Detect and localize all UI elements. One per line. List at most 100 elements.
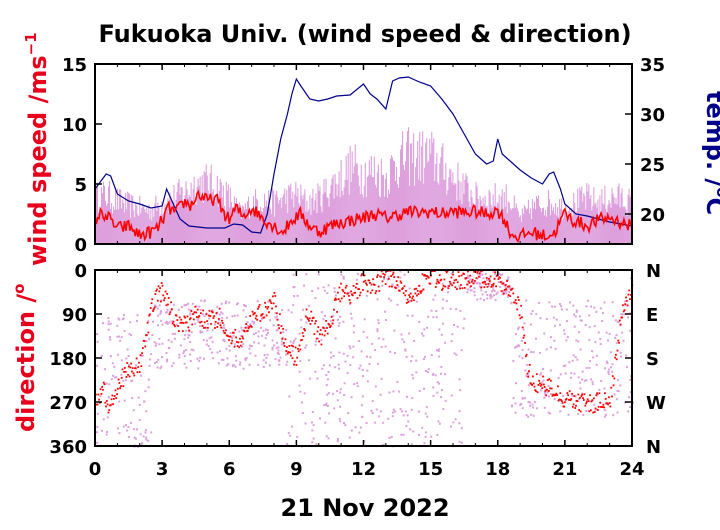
direction-mean-point	[311, 319, 313, 322]
direction-mean-point	[197, 316, 200, 319]
direction-raw-point	[102, 418, 105, 421]
direction-mean-point	[588, 410, 591, 413]
direction-raw-point	[241, 345, 244, 348]
direction-raw-point	[595, 310, 598, 313]
direction-mean-point	[326, 332, 329, 335]
direction-raw-point	[579, 381, 582, 384]
direction-mean-point	[156, 288, 158, 291]
direction-raw-point	[473, 281, 476, 284]
direction-mean-point	[460, 274, 463, 277]
direction-mean-point	[286, 352, 289, 355]
direction-raw-point	[311, 441, 314, 444]
direction-mean-point	[524, 355, 527, 358]
direction-raw-point	[411, 397, 414, 400]
direction-raw-point	[387, 417, 390, 420]
direction-mean-point	[494, 271, 497, 274]
direction-mean-point	[123, 370, 125, 373]
direction-raw-point	[287, 432, 290, 435]
direction-raw-point	[311, 429, 314, 432]
direction-raw-point	[593, 403, 596, 406]
direction-raw-point	[292, 273, 295, 276]
direction-raw-point	[107, 396, 110, 399]
direction-raw-point	[520, 339, 523, 342]
direction-raw-point	[337, 363, 340, 366]
direction-mean-point	[597, 405, 600, 408]
direction-mean-point	[362, 289, 364, 291]
direction-mean-point	[266, 307, 269, 310]
direction-mean-point	[415, 287, 418, 290]
direction-raw-point	[514, 333, 517, 336]
direction-mean-point	[611, 375, 614, 378]
direction-mean-point	[525, 353, 528, 356]
direction-raw-point	[597, 331, 600, 334]
direction-raw-point	[366, 380, 369, 383]
compass-tick-label: S	[646, 349, 659, 370]
direction-mean-point	[420, 290, 423, 292]
direction-mean-point	[628, 289, 631, 292]
direction-mean-point	[154, 293, 157, 295]
direction-raw-point	[532, 351, 535, 354]
compass-tick-label: E	[646, 305, 658, 326]
direction-raw-point	[460, 441, 463, 444]
direction-raw-point	[250, 345, 253, 348]
direction-raw-point	[220, 302, 223, 305]
direction-raw-point	[327, 412, 330, 415]
direction-raw-point	[591, 380, 594, 383]
direction-mean-point	[236, 345, 239, 348]
direction-raw-point	[189, 312, 192, 315]
direction-mean-point	[532, 382, 535, 385]
direction-raw-point	[261, 316, 264, 319]
direction-raw-point	[154, 344, 157, 347]
direction-mean-point	[192, 313, 194, 316]
direction-mean-point	[578, 409, 580, 411]
direction-raw-point	[512, 359, 515, 362]
direction-raw-point	[150, 431, 153, 434]
direction-mean-point	[235, 336, 237, 339]
direction-raw-point	[388, 436, 391, 439]
direction-mean-point	[222, 329, 225, 332]
direction-raw-point	[184, 334, 187, 337]
direction-raw-point	[421, 426, 424, 429]
direction-mean-point	[369, 282, 371, 284]
direction-raw-point	[549, 412, 552, 415]
direction-raw-point	[206, 339, 209, 342]
direction-mean-point	[171, 322, 174, 325]
direction-raw-point	[148, 358, 151, 361]
direction-mean-point	[581, 393, 584, 396]
direction-mean-point	[406, 298, 409, 301]
direction-mean-point	[542, 383, 545, 386]
direction-mean-point	[388, 285, 391, 288]
direction-raw-point	[545, 348, 548, 351]
direction-raw-point	[386, 278, 389, 281]
direction-raw-point	[377, 322, 380, 325]
direction-raw-point	[391, 283, 394, 286]
direction-raw-point	[469, 289, 472, 292]
direction-raw-point	[565, 339, 568, 342]
direction-raw-point	[369, 356, 372, 359]
direction-raw-point	[303, 392, 306, 395]
direction-raw-point	[366, 369, 369, 372]
direction-mean-point	[606, 402, 609, 405]
direction-mean-point	[445, 271, 448, 274]
direction-mean-point	[397, 276, 400, 279]
direction-mean-point	[170, 301, 172, 304]
direction-raw-point	[415, 300, 418, 303]
direction-mean-point	[148, 314, 151, 317]
direction-mean-point	[598, 392, 601, 395]
direction-raw-point	[527, 384, 530, 387]
direction-tick-label: 90	[62, 305, 87, 326]
direction-raw-point	[623, 313, 626, 316]
direction-raw-point	[241, 329, 244, 332]
direction-mean-point	[566, 392, 569, 394]
direction-raw-point	[227, 363, 230, 366]
direction-raw-point	[607, 339, 610, 342]
direction-mean-point	[599, 401, 602, 404]
direction-raw-point	[435, 280, 438, 283]
direction-mean-point	[149, 307, 152, 309]
direction-raw-point	[568, 361, 571, 364]
direction-raw-point	[116, 335, 119, 338]
direction-mean-point	[524, 342, 526, 344]
direction-raw-point	[96, 425, 99, 428]
direction-mean-point	[295, 364, 298, 366]
direction-mean-point	[387, 277, 390, 280]
